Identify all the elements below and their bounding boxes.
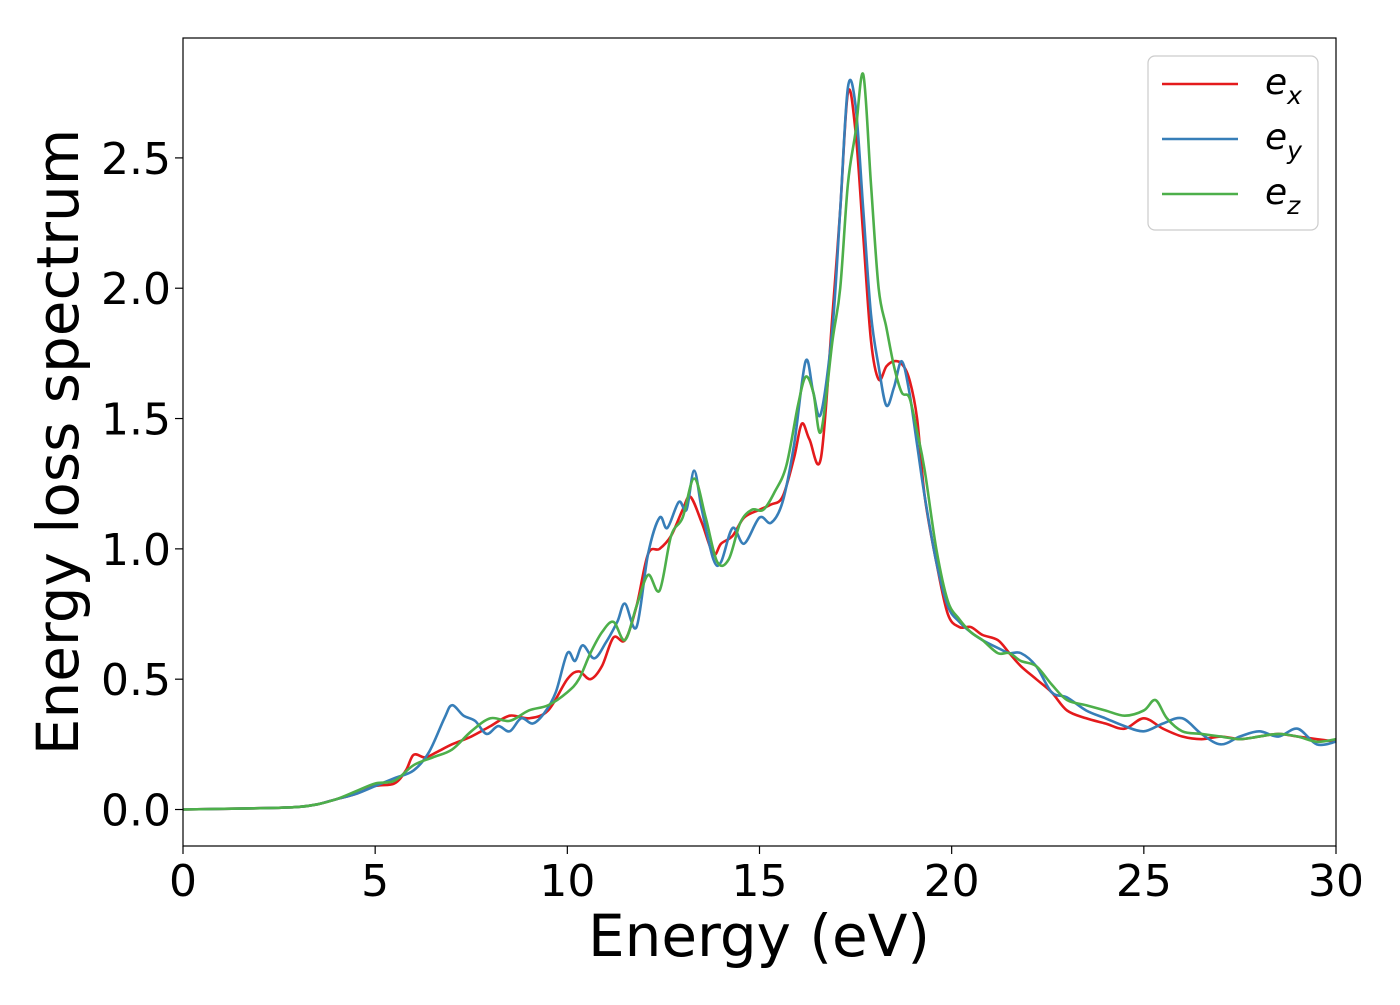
series-line-x (183, 88, 1336, 811)
x-tick-label: 0 (169, 856, 197, 907)
legend-label-subscript: z (1286, 191, 1301, 220)
y-axis-label: Energy loss spectrum (24, 129, 92, 755)
series-line-z (183, 72, 1336, 811)
legend-label-subscript: x (1286, 81, 1302, 110)
x-axis-label: Energy (eV) (588, 902, 930, 970)
y-tick-label: 2.0 (101, 264, 171, 315)
x-tick-label: 5 (361, 856, 389, 907)
y-axis: 0.0 0.5 1.0 1.5 2.0 2.5 (101, 134, 183, 837)
y-tick-label: 1.0 (101, 525, 171, 576)
legend-label-subscript: y (1286, 136, 1303, 165)
series-layer (183, 72, 1336, 811)
legend-label-x: ex (1265, 62, 1302, 110)
legend-box (1147, 55, 1319, 231)
x-axis: 0 5 10 15 20 25 30 (169, 846, 1364, 907)
x-tick-label: 10 (539, 856, 595, 907)
y-tick-label: 2.5 (101, 134, 171, 185)
y-tick-label: 0.5 (101, 655, 171, 706)
x-tick-label: 30 (1308, 856, 1364, 907)
x-tick-label: 20 (924, 856, 980, 907)
legend-label-base: e (1265, 62, 1287, 103)
y-tick-label: 0.0 (101, 786, 171, 837)
legend-label-base: e (1265, 172, 1287, 213)
y-tick-label: 1.5 (101, 395, 171, 446)
legend-label-y: ey (1265, 117, 1303, 165)
legend-label-base: e (1265, 117, 1287, 158)
x-tick-label: 25 (1116, 856, 1172, 907)
legend-label-z: ez (1265, 172, 1301, 220)
x-tick-label: 15 (732, 856, 788, 907)
